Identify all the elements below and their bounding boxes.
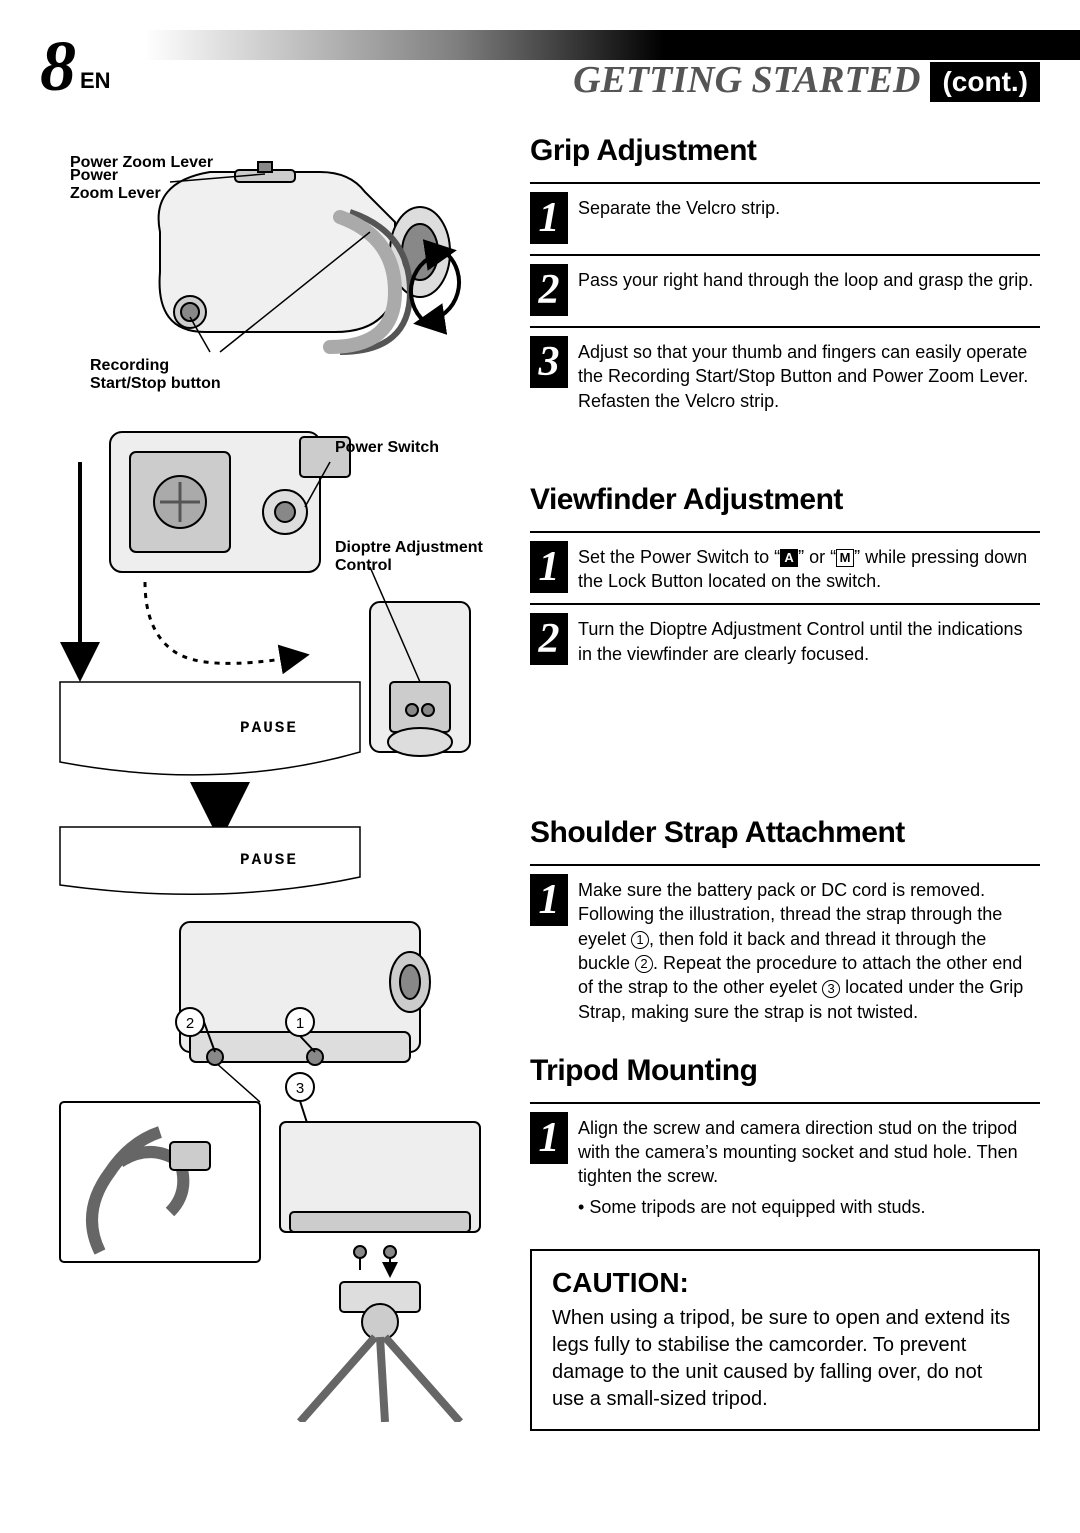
mode-m-icon: M	[836, 549, 854, 567]
section-grip: Grip Adjustment 1 Separate the Velcro st…	[530, 134, 1040, 423]
step: 2 Pass your right hand through the loop …	[530, 254, 1040, 326]
manual-page: 8 EN GETTING STARTED (cont.)	[0, 0, 1080, 1461]
section-tripod: Tripod Mounting 1 Align the screw and ca…	[530, 1054, 1040, 1229]
step: 1 Set the Power Switch to “A” or “M” whi…	[530, 531, 1040, 604]
step: 1 Separate the Velcro strip.	[530, 182, 1040, 254]
caution-box: CAUTION: When using a tripod, be sure to…	[530, 1249, 1040, 1431]
svg-text:Dioptre Adjustment: Dioptre Adjustment	[335, 539, 484, 556]
step-note: Some tripods are not equipped with studs…	[578, 1195, 1040, 1219]
step-text: Adjust so that your thumb and fingers ca…	[578, 336, 1040, 413]
step: 1 Make sure the battery pack or DC cord …	[530, 864, 1040, 1034]
step-number: 2	[530, 264, 568, 316]
diagram-viewfinder: Power Switch Dioptre Adjustment Control …	[40, 402, 510, 782]
section-strap: Shoulder Strap Attachment 1 Make sure th…	[530, 816, 1040, 1034]
svg-text:Power Switch: Power Switch	[335, 439, 439, 456]
step-text: Pass your right hand through the loop an…	[578, 264, 1033, 316]
step-number: 2	[530, 613, 568, 665]
page-number: 8	[40, 30, 76, 102]
step-text: Make sure the battery pack or DC cord is…	[578, 874, 1040, 1024]
svg-text:Power: Power	[70, 167, 118, 184]
step-number: 1	[530, 874, 568, 926]
header-title: GETTING STARTED	[573, 58, 920, 102]
svg-text:Start/Stop button: Start/Stop button	[90, 375, 221, 392]
step-number: 1	[530, 541, 568, 593]
header-title-block: GETTING STARTED (cont.)	[573, 58, 1040, 102]
right-column: Grip Adjustment 1 Separate the Velcro st…	[530, 122, 1040, 1431]
page-language: EN	[80, 68, 111, 94]
step-number: 3	[530, 336, 568, 388]
section-heading: Viewfinder Adjustment	[530, 483, 1040, 517]
header-gradient	[40, 30, 1080, 60]
step-number: 1	[530, 192, 568, 244]
step: 1 Align the screw and camera direction s…	[530, 1102, 1040, 1229]
step-text: Align the screw and camera direction stu…	[578, 1112, 1040, 1219]
section-heading: Grip Adjustment	[530, 134, 1040, 168]
section-viewfinder: Viewfinder Adjustment 1 Set the Power Sw…	[530, 483, 1040, 676]
step-text-segment: ” or “	[798, 547, 836, 567]
left-column: Power Zoom Lever Power Zoom Lever Record…	[40, 122, 510, 1431]
step-text-main: Align the screw and camera direction stu…	[578, 1118, 1018, 1187]
svg-text:Zoom Lever: Zoom Lever	[70, 185, 161, 202]
section-heading: Tripod Mounting	[530, 1054, 1040, 1088]
diagram-strap-tripod: 2 1 3	[40, 902, 510, 1422]
circled-ref: 2	[635, 955, 653, 973]
section-heading: Shoulder Strap Attachment	[530, 816, 1040, 850]
pause-label: PAUSE	[240, 851, 298, 869]
header-cont: (cont.)	[930, 62, 1040, 102]
step-text-segment: Set the Power Switch to “	[578, 547, 780, 567]
pause-label: PAUSE	[240, 719, 298, 737]
caution-text: When using a tripod, be sure to open and…	[552, 1305, 1018, 1413]
svg-text:Recording: Recording	[90, 357, 169, 374]
svg-text:Control: Control	[335, 557, 392, 574]
circled-ref: 3	[296, 1080, 304, 1097]
diagram-pause-small: PAUSE	[40, 782, 510, 902]
step: 2 Turn the Dioptre Adjustment Control un…	[530, 603, 1040, 676]
circled-ref: 2	[186, 1015, 194, 1032]
step-text: Set the Power Switch to “A” or “M” while…	[578, 541, 1040, 594]
step-text: Separate the Velcro strip.	[578, 192, 780, 244]
step-text: Turn the Dioptre Adjustment Control unti…	[578, 613, 1040, 666]
step-number: 1	[530, 1112, 568, 1164]
page-columns: Power Zoom Lever Power Zoom Lever Record…	[40, 122, 1040, 1431]
mode-a-icon: A	[780, 549, 798, 567]
circled-ref: 1	[631, 931, 649, 949]
caution-title: CAUTION:	[552, 1267, 1018, 1299]
circled-ref: 1	[296, 1015, 304, 1032]
step: 3 Adjust so that your thumb and fingers …	[530, 326, 1040, 423]
circled-ref: 3	[822, 980, 840, 998]
page-header: 8 EN GETTING STARTED (cont.)	[40, 30, 1040, 102]
diagram-grip: Power Zoom Lever Power Zoom Lever Record…	[40, 122, 510, 402]
